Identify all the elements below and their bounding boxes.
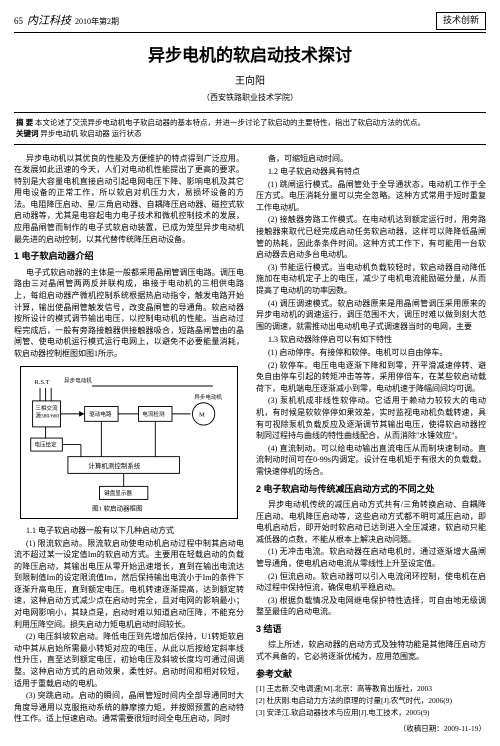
header-left: 65 内江科技 2010年第2期: [14, 13, 119, 30]
abstract-label: 摘 要: [16, 118, 33, 127]
sec1-p1: 电子式软启动器的主体是一般都采用晶闸管调压电路。调压电路由三对晶闸管两两反并联构…: [14, 267, 244, 360]
intro-paragraph: 异步电动机以其优良的性能及方便维护的特点得到广泛应用。在发展如此迅速的今天，人们…: [14, 153, 244, 246]
svg-text:键盘显示器: 键盘显示器: [104, 488, 132, 496]
keywords-label: 关键词: [16, 129, 39, 138]
abstract-block: 摘 要 本文论述了交流异步电动机电子软启动器的基本特点，并进一步讨论了软启动的主…: [14, 112, 486, 145]
ref-3: [3] 安泽江.软启动器技术与应用[J].电工技术，2005(9): [256, 708, 486, 719]
svg-text:计算机测控制系统: 计算机测控制系统: [88, 460, 141, 469]
sub-1-3: 1.3 软启动器除停启可以有如下特性: [256, 334, 486, 346]
references-list: [1] 王志新.交电调速[M].北京：高等教育出版社，2003 [2] 杜庆刚.…: [256, 684, 486, 719]
svg-text:驱动电路: 驱动电路: [89, 409, 112, 417]
svg-text:源380/660: 源380/660: [35, 411, 59, 419]
p1-2-2: (2) 接触器旁路工作模式。在电动机达到额定运行时，用旁路接触器来取代已经完成启…: [256, 214, 486, 260]
svg-text:电流检测: 电流检测: [142, 409, 165, 417]
sub-1-1: 1.1 电子软启动器一般有以下几种启动方式: [14, 525, 244, 537]
p2-2: (2) 恒流启动。软启动器可以引入电流闭环控制，使电机在启动过程中保持恒流，确保…: [256, 571, 486, 594]
issue-info: 2010年第2期: [75, 16, 119, 28]
p2-body: 异步电动机传统的减压启动方式共有/三角转换启动、自耦降压启动、电机降压启动等，这…: [256, 499, 486, 545]
affiliation: （西安铁路职业技术学院）: [14, 92, 486, 104]
section-3-title: 3 结语: [256, 623, 486, 637]
ref-1: [1] 王志新.交电调速[M].北京：高等教育出版社，2003: [256, 684, 486, 695]
svg-text:三相交流: 三相交流: [35, 404, 58, 412]
p1-1-3: (3) 突跳启动。启动的瞬间，晶闸管短时间内全部导通同时大角度导通用以克服拖动系…: [14, 690, 244, 725]
p1-3-1: (1) 启动停序。有接停和软停。电机可以自由停车。: [256, 347, 486, 359]
svg-text:M: M: [199, 411, 205, 418]
fig-input-label: R.S.T: [34, 379, 49, 386]
ref-2: [2] 杜庆刚.电启动力方法的原理的讨量[J].农气时代，2006(9): [256, 696, 486, 707]
received-date: （收稿日期：2009-11-19）: [256, 723, 486, 734]
p2-3: (3) 根据负载情况及电网继电保护特性选择，可自由地无级调整至最佳的启动电流。: [256, 595, 486, 618]
paper-title: 异步电机的软启动技术探讨: [14, 43, 486, 69]
svg-text:图1 软启动器框图: 图1 软启动器框图: [92, 503, 142, 512]
p1-3-2: (2) 软停车。电压电电逐渐下降和到零，开平滑减速停转、避免自由停车引起的转矩冲…: [256, 360, 486, 395]
p1-1-2: (2) 电压斜坡软启动。降低电压到先增加后保持，U1转矩软启动中其从启始所需最小…: [14, 631, 244, 689]
header-bar: 65 内江科技 2010年第2期 技术创新: [14, 12, 486, 33]
p1-3-4: (4) 直流制动。可以给电动输出直流电压从而制块速制动。直流制动时间可在0-99…: [256, 443, 486, 478]
section-1-title: 1 电子软启动器介绍: [14, 250, 244, 264]
abstract-text: 本文论述了交流异步电动机电子软启动器的基本特点，并进一步讨论了软启动的主要特性，…: [35, 118, 425, 127]
sub-1-2: 1.2 电子软启动器具有特点: [256, 166, 486, 178]
figure-svg: R.S.T 三相交流 源380/660 异步电动机 电压给定 驱动电路: [27, 373, 232, 512]
section-2-title: 2 电子软启动与传统减压启动方式的不同之处: [256, 483, 486, 497]
p1-1-1: (1) 限流软启动。限流软启动使电动机启动过程中制其启动电流不超过某一设定值Im…: [14, 538, 244, 631]
svg-text:异步电动机: 异步电动机: [64, 376, 92, 384]
svg-text:电压给定: 电压给定: [34, 440, 57, 448]
right-intro: 备，可缩短启动时间。: [256, 153, 486, 165]
figure-1: R.S.T 三相交流 源380/660 异步电动机 电压给定 驱动电路: [20, 366, 239, 519]
category-box: 技术创新: [436, 12, 486, 30]
keywords-text: 异步电动机 软启动器 运行状态: [40, 129, 141, 138]
p1-2-4: (4) 调压调速模式。软启动器原来是用晶闸管调压采用原来的异步电动机的调速运行，…: [256, 298, 486, 333]
page-number: 65: [14, 15, 23, 29]
svg-text:异步电动机: 异步电动机: [194, 393, 222, 401]
body-columns: 异步电动机以其优良的性能及方便维护的特点得到广泛应用。在发展如此迅速的今天，人们…: [14, 153, 486, 735]
journal-name: 内江科技: [27, 13, 71, 30]
references-title: 参考文献: [256, 668, 486, 682]
p1-2-1: (1) 跳闸运行模式。晶闸管处于全导通状态，电动机工作于全压方式。电压消耗分量可…: [256, 179, 486, 214]
p1-3-3: (3) 泵机机成非线性软停动。它适用于赖动力较较大的电动机，有时候是软软停停如果…: [256, 395, 486, 441]
author-name: 王向阳: [14, 74, 486, 89]
p2-1: (1) 无冲击电流。软启动器在启动电机时，通过逐渐增大晶闸管导通角，使电机启动电…: [256, 546, 486, 569]
p1-2-3: (3) 节能运行模式。当电动机负载较轻时，软启动器自动降低施加在电动机定子上的电…: [256, 262, 486, 297]
p3: 综上所述，软启动器的启动方式及独特功能是其他降压启动方式不具备的，它必将逐渐优械…: [256, 639, 486, 662]
